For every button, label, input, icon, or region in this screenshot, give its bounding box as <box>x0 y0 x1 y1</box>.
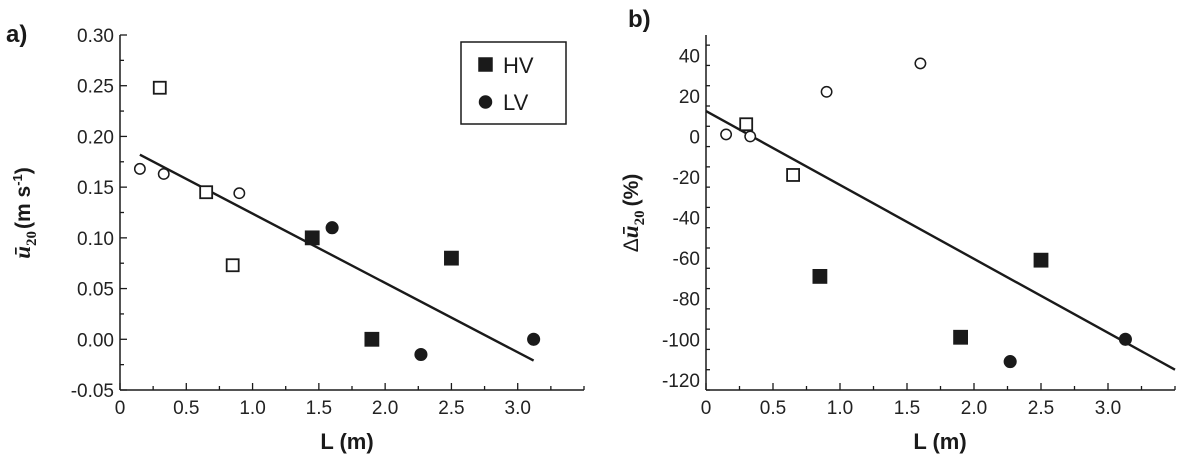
panel-b-y-tick-label: -60 <box>673 249 700 270</box>
panel-b-x-axis-title: L (m) <box>913 429 966 454</box>
panel-b-x-tick-label: 0 <box>701 398 712 419</box>
panel-a-x-tick-label: 2.0 <box>372 398 398 419</box>
panel-a-ylabel-symbol: ū <box>10 246 35 259</box>
panel-a-point-filled-circle <box>414 347 428 362</box>
panel-b-point-filled-square <box>1033 252 1049 268</box>
panel-a-y-axis-title: ū20 (m s-1) <box>10 167 40 259</box>
panel-a-ylabel-units: (m s <box>12 186 35 229</box>
panel-a-y-tick-label: 0.10 <box>77 229 114 250</box>
panel-b-point-filled-circle <box>1003 355 1017 369</box>
panel-b-point-hollow-square <box>739 117 754 132</box>
panel-b-point-hollow-square <box>786 168 800 182</box>
panel-a-ylabel-superscript: -1 <box>10 174 25 186</box>
panel-a: a) L (m) ū20 (m s-1) 0 0.5 1.0 1.5 2.0 2.5 3.0 -… <box>6 21 585 454</box>
panel-a-x-tick-label: 0 <box>115 398 126 419</box>
panel-b-point-filled-square <box>953 329 968 345</box>
panel-b-x-tick-label: 2.5 <box>1028 398 1054 419</box>
panel-a-y-tick-label: 0.25 <box>77 77 114 98</box>
panel-a-point-filled-square <box>304 230 320 246</box>
panel-b-x-tick-label: 1.5 <box>894 398 920 419</box>
panel-a-ylabel-close: ) <box>12 167 35 174</box>
panel-b-ylabel-subscript: 20 <box>632 210 648 225</box>
panel-b-y-axis-title: Δū20 (%) <box>618 174 648 253</box>
panel-a-point-hollow-square <box>225 258 240 273</box>
panel-b-fit-line <box>705 110 1176 371</box>
panel-b-x-tick-label: 2.0 <box>961 398 987 419</box>
panel-b-point-hollow-circle <box>744 130 757 143</box>
panel-a-point-filled-square <box>364 331 380 347</box>
panel-a-point-filled-circle <box>325 221 339 235</box>
legend-hv-marker <box>478 57 493 72</box>
panel-a-y-tick-label: 0.00 <box>77 330 114 351</box>
panel-a-point-hollow-square <box>152 80 167 95</box>
panel-b-point-hollow-circle <box>914 57 927 70</box>
panel-a-y-tick-label: 0.30 <box>77 26 114 47</box>
panel-b-axes: 0 0.5 1.0 1.5 2.0 2.5 3.0 -120 -100 -80 -60 -40 -20 0… <box>662 35 1176 419</box>
panel-b: b) L (m) Δū20(%) 0 0.5 1.0 1.5 2.0 2.5 3.0-120… <box>618 6 1176 454</box>
panel-a-y-tick-label: 0.05 <box>77 280 114 301</box>
panel-b-x-tick-label: 1.0 <box>827 398 853 419</box>
panel-a-point-hollow-circle <box>233 187 246 200</box>
panel-a-axes: 0 0.5 1.0 1.5 2.0 2.5 3.0 -0.05 0.00 0.05 0.10 0.15… <box>71 26 585 419</box>
legend-lv-label: LV <box>503 90 529 115</box>
panel-a-x-tick-label: 0.5 <box>173 398 199 419</box>
panel-a-x-tick-label: 3.0 <box>505 398 531 419</box>
panel-a-x-tick-label: 2.5 <box>438 398 464 419</box>
panel-b-point-filled-circle <box>1118 332 1132 346</box>
svg-text:Δū20(%): Δū20 (%) <box>618 174 648 253</box>
panel-b-ylabel-units: (%) <box>620 174 643 207</box>
panel-a-y-tick-label: 0.20 <box>77 127 114 148</box>
panel-a-x-axis-title: L (m) <box>320 429 373 454</box>
panel-a-label: a) <box>6 21 27 48</box>
panel-b-y-tick-label: 20 <box>679 87 700 108</box>
panel-a-point-hollow-circle <box>133 162 146 175</box>
panel-a-x-tick-label: 1.5 <box>306 398 332 419</box>
panel-b-point-hollow-circle <box>720 128 733 141</box>
panel-b-label: b) <box>628 6 651 33</box>
panel-b-y-tick-label: -20 <box>673 168 700 189</box>
panel-b-y-tick-label: 0 <box>689 127 700 148</box>
legend-hv-label: HV <box>503 53 534 78</box>
panel-b-point-filled-square <box>812 268 828 284</box>
panel-a-fit-line <box>139 153 535 362</box>
panel-b-point-hollow-circle <box>820 85 833 98</box>
panel-a-point-filled-circle <box>527 332 541 346</box>
panel-b-ylabel-prefix: Δ <box>620 238 643 252</box>
panel-a-ylabel-subscript: 20 <box>24 231 40 246</box>
panel-a-legend: HV LV <box>460 41 567 125</box>
panel-a-y-tick-label: 0.15 <box>77 178 114 199</box>
svg-text:ū20(m s-1): ū20 (m s-1) <box>10 167 40 259</box>
panel-a-x-tick-label: 1.0 <box>239 398 265 419</box>
panel-b-x-tick-label: 0.5 <box>760 398 786 419</box>
panel-b-y-tick-label: -100 <box>662 330 700 351</box>
panel-b-y-tick-label: -120 <box>662 371 700 392</box>
panel-a-y-tick-label: -0.05 <box>71 381 114 402</box>
panel-b-y-tick-label: 40 <box>679 46 700 67</box>
panel-b-x-tick-label: 3.0 <box>1095 398 1121 419</box>
panel-b-ylabel-symbol: ū <box>618 225 643 238</box>
panel-a-point-hollow-square <box>199 185 214 200</box>
legend-box <box>460 41 567 125</box>
panel-b-y-tick-label: -40 <box>673 209 700 230</box>
legend-lv-marker <box>478 95 493 109</box>
panel-a-point-hollow-circle <box>157 168 170 180</box>
panel-a-point-filled-square <box>444 250 459 266</box>
panel-b-y-tick-label: -80 <box>673 290 700 311</box>
